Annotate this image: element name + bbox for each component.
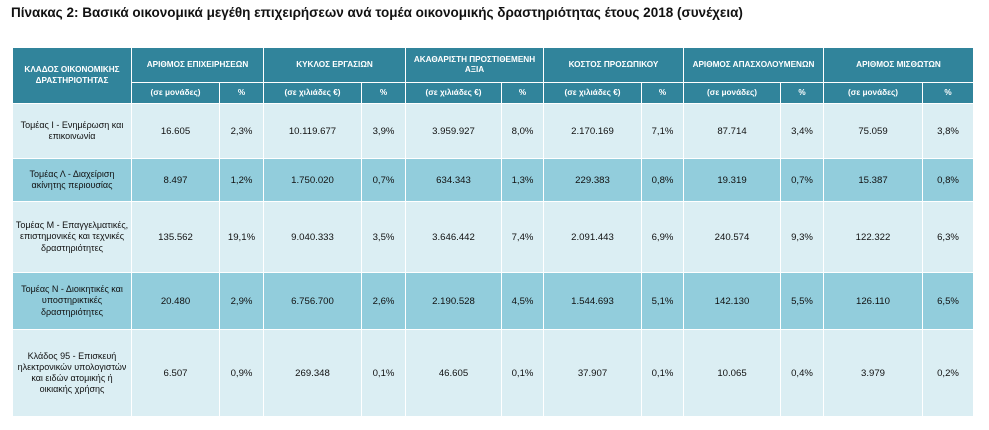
data-cell: 2.170.169 [543,103,642,159]
data-cell: 5,1% [641,272,684,330]
data-cell: 7,1% [641,103,684,159]
data-cell: 0,7% [780,158,824,202]
data-cell: 0,8% [921,158,975,202]
data-cell: 10.119.677 [263,103,362,159]
header-row-groups: ΚΛΑΔΟΣ ΟΙΚΟΝΟΜΙΚΗΣ ΔΡΑΣΤΗΡΙΟΤΗΤΑΣ ΑΡΙΘΜΟ… [12,47,975,104]
data-cell: 20.480 [131,272,220,330]
data-cell: 0,9% [219,329,264,417]
data-cell: 8.497 [131,158,220,202]
data-cell: 5,5% [780,272,824,330]
data-cell: 6,3% [921,201,975,273]
data-cell: 3,9% [361,103,406,159]
header-group-gross-value-added: ΑΚΑΘΑΡΙΣΤΗ ΠΡΟΣΤΙΘΕΜΕΝΗ ΑΞΙΑ [405,47,544,83]
data-cell: 269.348 [263,329,362,417]
table-row: Τομέας Λ - Διαχείριση ακίνητης περιουσία… [12,158,975,202]
data-cell: 0,1% [501,329,544,417]
data-cell: 634.343 [405,158,502,202]
data-cell: 2,6% [361,272,406,330]
data-cell: 10.065 [683,329,781,417]
header-percent: % [641,82,684,104]
data-cell: 7,4% [501,201,544,273]
data-cell: 9,3% [780,201,824,273]
data-cell: 6.507 [131,329,220,417]
header-unit: (σε μονάδες) [823,82,923,104]
table-row: Τομέας Μ - Επαγγελματικές, επιστημονικές… [12,201,975,273]
data-cell: 142.130 [683,272,781,330]
header-sector: ΚΛΑΔΟΣ ΟΙΚΟΝΟΜΙΚΗΣ ΔΡΑΣΤΗΡΙΟΤΗΤΑΣ [12,47,132,104]
data-cell: 229.383 [543,158,642,202]
header-group-businesses: ΑΡΙΘΜΟΣ ΕΠΙΧΕΙΡΗΣΕΩΝ [131,47,264,83]
data-cell: 1.750.020 [263,158,362,202]
table-title: Πίνακας 2: Βασικά οικονομικά μεγέθη επιχ… [11,5,743,20]
header-unit: (σε μονάδες) [683,82,781,104]
data-cell: 87.714 [683,103,781,159]
data-cell: 2.190.528 [405,272,502,330]
economic-data-table-container: ΚΛΑΔΟΣ ΟΙΚΟΝΟΜΙΚΗΣ ΔΡΑΣΤΗΡΙΟΤΗΤΑΣ ΑΡΙΘΜΟ… [12,47,975,417]
data-cell: 0,4% [780,329,824,417]
sector-cell: Κλάδος 95 - Επισκευή ηλεκτρονικών υπολογ… [12,329,132,417]
data-cell: 37.907 [543,329,642,417]
sector-cell: Τομέας Ι - Ενημέρωση και επικοινωνία [12,103,132,159]
data-cell: 3.959.927 [405,103,502,159]
data-cell: 2,3% [219,103,264,159]
data-cell: 0,8% [641,158,684,202]
sector-cell: Τομέας Λ - Διαχείριση ακίνητης περιουσία… [12,158,132,202]
header-percent: % [219,82,264,104]
table-row: Κλάδος 95 - Επισκευή ηλεκτρονικών υπολογ… [12,329,975,417]
data-cell: 6,5% [921,272,975,330]
data-cell: 2.091.443 [543,201,642,273]
header-group-turnover: ΚΥΚΛΟΣ ΕΡΓΑΣΙΩΝ [263,47,406,83]
data-cell: 8,0% [501,103,544,159]
data-cell: 46.605 [405,329,502,417]
sector-cell: Τομέας Μ - Επαγγελματικές, επιστημονικές… [12,201,132,273]
data-cell: 6.756.700 [263,272,362,330]
header-group-persons-employed: ΑΡΙΘΜΟΣ ΑΠΑΣΧΟΛΟΥΜΕΝΩΝ [683,47,824,83]
header-group-employees: ΑΡΙΘΜΟΣ ΜΙΣΘΩΤΩΝ [822,47,975,83]
data-cell: 3,5% [361,201,406,273]
data-cell: 122.322 [823,201,923,273]
header-unit: (σε χιλιάδες €) [405,82,502,104]
data-cell: 0,7% [361,158,406,202]
header-percent: % [501,82,544,104]
data-cell: 3,4% [780,103,824,159]
header-group-personnel-cost: ΚΟΣΤΟΣ ΠΡΟΣΩΠΙΚΟΥ [543,47,684,83]
data-cell: 0,1% [641,329,684,417]
header-percent: % [361,82,406,104]
data-cell: 1,3% [501,158,544,202]
header-unit: (σε μονάδες) [131,82,220,104]
header-row-units: (σε μονάδες) % (σε χιλιάδες €) % (σε χιλ… [13,82,975,104]
data-cell: 16.605 [131,103,220,159]
table-row: Τομέας Ι - Ενημέρωση και επικοινωνία 16.… [12,103,975,159]
data-cell: 3.979 [823,329,923,417]
data-cell: 15.387 [823,158,923,202]
header-unit: (σε χιλιάδες €) [543,82,642,104]
data-cell: 3,8% [921,103,975,159]
data-cell: 126.110 [823,272,923,330]
header-percent: % [780,82,824,104]
header-percent: % [921,82,975,104]
data-cell: 9.040.333 [263,201,362,273]
data-cell: 1,2% [219,158,264,202]
data-cell: 19,1% [219,201,264,273]
table-row: Τομέας Ν - Διοικητικές και υποστηρικτικέ… [12,272,975,330]
data-cell: 1.544.693 [543,272,642,330]
data-cell: 75.059 [823,103,923,159]
header-unit: (σε χιλιάδες €) [263,82,362,104]
data-cell: 4,5% [501,272,544,330]
data-cell: 240.574 [683,201,781,273]
data-cell: 19.319 [683,158,781,202]
data-cell: 6,9% [641,201,684,273]
data-cell: 135.562 [131,201,220,273]
sector-cell: Τομέας Ν - Διοικητικές και υποστηρικτικέ… [12,272,132,330]
economic-data-table: ΚΛΑΔΟΣ ΟΙΚΟΝΟΜΙΚΗΣ ΔΡΑΣΤΗΡΙΟΤΗΤΑΣ ΑΡΙΘΜΟ… [12,47,975,417]
data-cell: 2,9% [219,272,264,330]
data-cell: 3.646.442 [405,201,502,273]
data-cell: 0,1% [361,329,406,417]
data-cell: 0,2% [921,329,975,417]
